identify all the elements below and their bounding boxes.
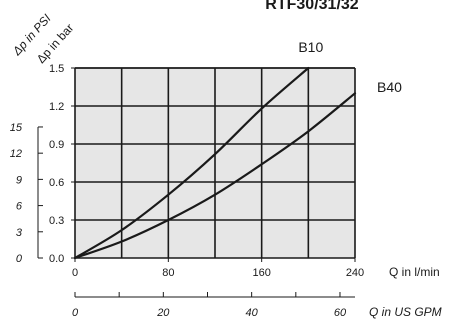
x-axis-label-lpm: Q in l/min xyxy=(389,265,440,279)
series-line-b10 xyxy=(73,66,310,260)
x-tick-label-lpm: 160 xyxy=(252,267,270,279)
x-tick-label-gpm: 20 xyxy=(156,307,170,319)
y-tick-label-bar: 1.5 xyxy=(49,63,64,75)
x-tick-label-gpm: 40 xyxy=(246,307,259,319)
y-tick-label-psi: 12 xyxy=(10,148,22,160)
y-tick-label-bar: 0.0 xyxy=(49,253,64,265)
axes xyxy=(37,67,356,298)
y-tick-label-psi: 15 xyxy=(10,122,23,134)
y-tick-label-bar: 0.9 xyxy=(49,139,64,151)
y-tick-label-bar: 0.3 xyxy=(49,215,64,227)
y-tick-label-bar: 1.2 xyxy=(49,101,64,113)
series-line-b40 xyxy=(73,92,357,260)
y-tick-label-psi: 6 xyxy=(16,201,23,213)
x-tick-label-lpm: 0 xyxy=(72,267,78,279)
y-tick-label-psi: 0 xyxy=(16,253,23,265)
series-label-b10: B10 xyxy=(298,39,323,55)
chart-title: RTF30/31/32 xyxy=(265,0,358,13)
series-label-b40: B40 xyxy=(377,79,402,95)
x-axis-label-gpm: Q in US GPM xyxy=(369,305,442,319)
curves: B10 B40 xyxy=(73,39,402,260)
x-tick-label-lpm: 240 xyxy=(346,267,364,279)
y-tick-label-bar: 0.6 xyxy=(49,177,64,189)
x-tick-label-gpm: 0 xyxy=(72,307,79,319)
y-tick-label-psi: 9 xyxy=(16,174,22,186)
x-tick-label-gpm: 60 xyxy=(334,307,347,319)
tick-labels: 0.0 0.3 0.6 0.9 1.2 1.5 0 3 6 9 12 15 0 80 160 240 0 20 40… xyxy=(10,63,364,319)
y-tick-label-psi: 3 xyxy=(16,227,23,239)
x-tick-label-lpm: 80 xyxy=(162,267,174,279)
